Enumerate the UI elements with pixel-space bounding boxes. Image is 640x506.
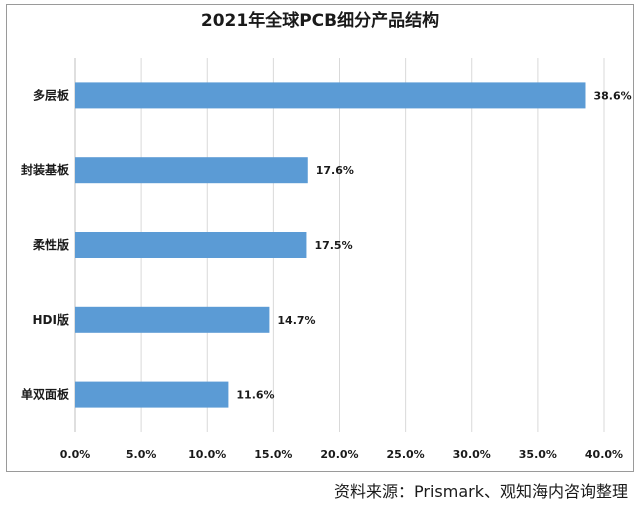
x-tick-label: 10.0%	[188, 448, 226, 461]
data-label: 17.6%	[316, 164, 354, 177]
x-tick-label: 5.0%	[126, 448, 157, 461]
bar	[75, 232, 307, 258]
bar-chart: 0.0% 5.0% 10.0% 15.0% 20.0% 25.0% 30.0% 35.0% 40…	[21, 58, 632, 461]
x-tick-label: 0.0%	[60, 448, 91, 461]
bar	[75, 157, 308, 184]
bar	[75, 306, 270, 333]
x-tick-label: 30.0%	[453, 448, 491, 461]
x-tick-label: 40.0%	[585, 448, 623, 461]
category-label: HDI版	[33, 312, 69, 327]
x-tick-label: 20.0%	[320, 448, 358, 461]
x-tick-label: 15.0%	[254, 448, 292, 461]
bar	[75, 82, 586, 109]
category-label: 单双面板	[21, 387, 70, 402]
chart-title: 2021年全球PCB细分产品结构	[200, 11, 440, 31]
data-label: 38.6%	[593, 89, 631, 102]
category-label: 封装基板	[21, 162, 70, 177]
x-tick-label: 25.0%	[387, 448, 425, 461]
source-note: 资料来源：Prismark、观知海内咨询整理	[334, 482, 628, 501]
data-label: 11.6%	[236, 389, 274, 402]
x-tick-label: 35.0%	[519, 448, 557, 461]
data-label: 14.7%	[277, 314, 315, 327]
category-label: 柔性版	[32, 237, 69, 252]
category-label: 多层板	[33, 87, 70, 102]
bar	[75, 381, 229, 408]
data-label: 17.5%	[314, 239, 352, 252]
